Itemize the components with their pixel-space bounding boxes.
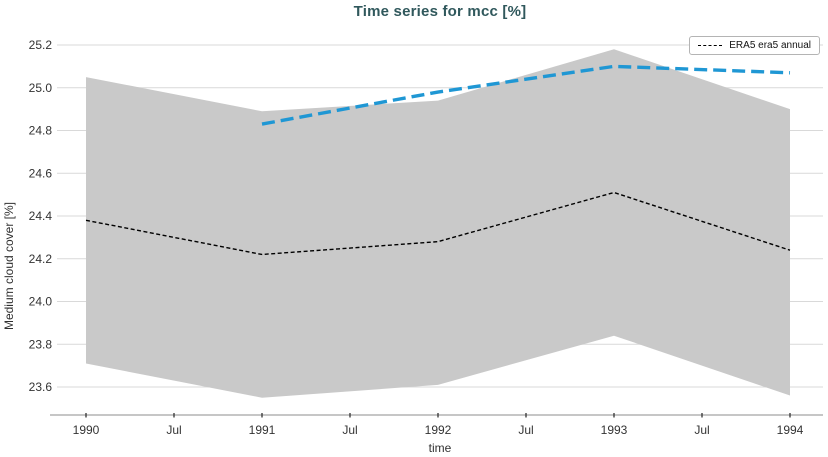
y-tick-label: 24.4: [29, 209, 53, 223]
legend-dashed-line-sample: [698, 45, 723, 46]
y-tick-label: 24.8: [29, 124, 53, 138]
y-tick-label: 24.0: [29, 295, 53, 309]
x-tick-label: 1994: [777, 423, 804, 437]
legend-label: ERA5 era5 annual: [729, 40, 811, 51]
x-tick-label: 1990: [73, 423, 100, 437]
x-tick-label: Jul: [694, 423, 709, 437]
legend: ERA5 era5 annual: [689, 36, 820, 55]
chart-title: Time series for mcc [%]: [353, 3, 527, 20]
x-tick-label: 1993: [601, 423, 628, 437]
y-tick-label: 25.0: [29, 81, 53, 95]
x-tick-label: Jul: [342, 423, 357, 437]
y-tick-label: 23.8: [29, 337, 53, 351]
y-axis-label: Medium cloud cover [%]: [2, 201, 16, 331]
y-tick-label: 23.6: [29, 380, 53, 394]
x-tick-label: Jul: [166, 423, 181, 437]
era5-annual-line: [85, 191, 791, 256]
y-tick-label: 24.6: [29, 166, 53, 180]
x-tick-label: Jul: [518, 423, 533, 437]
y-tick-label: 25.2: [29, 38, 53, 52]
minmax-band: [86, 49, 790, 398]
blue-annual-line: [261, 64, 791, 126]
y-tick-label: 24.2: [29, 252, 53, 266]
x-axis-label: time: [428, 441, 452, 455]
x-tick-label: 1992: [425, 423, 452, 437]
x-tick-label: 1991: [249, 423, 276, 437]
